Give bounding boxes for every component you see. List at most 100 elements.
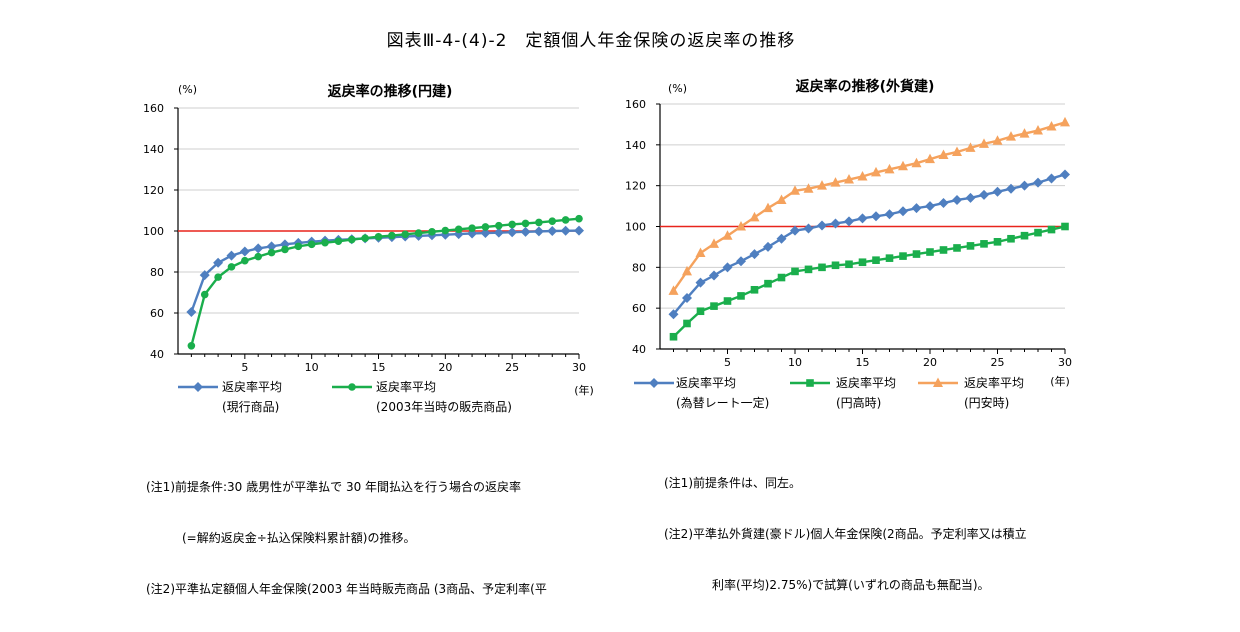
data-point (226, 250, 237, 261)
x-tick-label: 15 (856, 356, 870, 369)
note-line: (注1)前提条件は、同左。 (664, 476, 801, 490)
data-point (480, 228, 491, 239)
x-tick-label: 30 (1058, 356, 1072, 369)
data-point (831, 261, 840, 270)
data-point (776, 233, 787, 244)
series-1 (187, 214, 583, 350)
data-point (1006, 131, 1016, 141)
data-point (454, 225, 463, 234)
data-point (803, 223, 814, 234)
legend-sublabel: (円高時) (836, 395, 881, 410)
data-point (857, 213, 868, 224)
data-point (722, 230, 733, 240)
data-point (428, 228, 436, 236)
data-point (884, 209, 895, 220)
data-point (507, 227, 518, 238)
data-point (227, 263, 236, 271)
data-point (535, 218, 543, 227)
data-point (749, 211, 760, 222)
data-point (199, 270, 210, 281)
data-point (468, 224, 476, 232)
data-point (493, 227, 504, 238)
data-point (817, 220, 827, 231)
data-point (776, 194, 787, 204)
data-point (763, 241, 773, 252)
data-point (334, 237, 343, 246)
data-point (722, 262, 733, 273)
chart-foreign-currency: 40 60 80 100 120 140 160 5 10 15 20 25 30 返戻率平均 (為替レート… (625, 78, 1072, 410)
data-point (737, 292, 745, 300)
data-point (267, 248, 276, 257)
data-point (200, 290, 209, 299)
data-point (871, 166, 881, 177)
data-point (575, 214, 583, 223)
data-point (777, 273, 786, 282)
x-tick-label: 20 (438, 361, 452, 374)
legend-swatch-marker (649, 378, 659, 388)
data-point (561, 216, 570, 224)
data-point (1033, 177, 1043, 188)
data-point (186, 306, 197, 317)
data-point (871, 211, 881, 222)
data-point (1019, 180, 1030, 191)
legend-label: 返戻率平均 (964, 375, 1024, 390)
data-point (736, 256, 746, 267)
data-point (481, 223, 490, 231)
legend-swatch-marker (348, 383, 356, 391)
data-point (925, 201, 935, 212)
data-point (803, 183, 814, 193)
data-point (872, 256, 880, 264)
y-tick-label: 40 (150, 348, 164, 361)
data-point (281, 245, 289, 254)
data-point (858, 258, 867, 267)
y-tick-label: 160 (143, 102, 164, 115)
data-point (266, 241, 277, 252)
data-point (709, 238, 719, 248)
data-point (520, 226, 531, 237)
data-point (884, 163, 895, 174)
data-point (952, 146, 962, 156)
data-point (683, 319, 691, 328)
data-point (1034, 228, 1042, 237)
data-point (992, 135, 1003, 145)
data-point (574, 225, 584, 236)
data-point (965, 142, 976, 152)
y-tick-label: 60 (150, 307, 164, 320)
data-point (791, 267, 799, 276)
data-point (736, 221, 746, 231)
legend-item: 返戻率平均 (円安時) (918, 375, 1024, 410)
legend-label: 返戻率平均 (836, 375, 896, 390)
data-point (1047, 225, 1056, 234)
y-tick-label: 100 (625, 221, 646, 234)
legend-sublabel: (2003年当時の販売商品) (376, 399, 512, 414)
data-point (953, 244, 961, 252)
data-point (804, 265, 813, 274)
data-point (939, 246, 948, 254)
legend-label: 返戻率平均 (676, 375, 736, 390)
legend-label: 返戻率平均 (376, 379, 436, 394)
data-point (1046, 173, 1057, 184)
x-unit-label: (年) (574, 383, 594, 397)
data-point (966, 242, 975, 250)
chart-yen: 40 60 80 100 120 140 160 5 10 15 20 25 30 返戻率平均 (現行商品)… (143, 83, 594, 414)
note-line: 利率(平均)2.75%)で試算(いずれの商品も無配当)。 (664, 578, 990, 592)
x-tick-label: 5 (724, 356, 731, 369)
data-point (857, 170, 868, 181)
data-point (790, 185, 800, 195)
data-point (911, 157, 922, 168)
data-point (885, 254, 894, 262)
series-line (672, 225, 1066, 338)
data-point (723, 297, 732, 305)
note-line: (注2)平準払定額個人年金保険(2003 年当時販売商品 (3商品、予定利率(平 (146, 582, 547, 596)
data-point (239, 246, 250, 257)
legend-swatch-marker (933, 377, 943, 387)
data-point (495, 221, 503, 230)
y-unit-label: (%) (178, 83, 197, 96)
legend-item: 返戻率平均 (現行商品) (178, 379, 282, 414)
data-point (214, 273, 222, 281)
data-point (187, 342, 196, 350)
data-point (668, 309, 679, 320)
data-point (993, 238, 1002, 246)
y-tick-label: 60 (632, 302, 646, 315)
data-point (979, 138, 989, 148)
